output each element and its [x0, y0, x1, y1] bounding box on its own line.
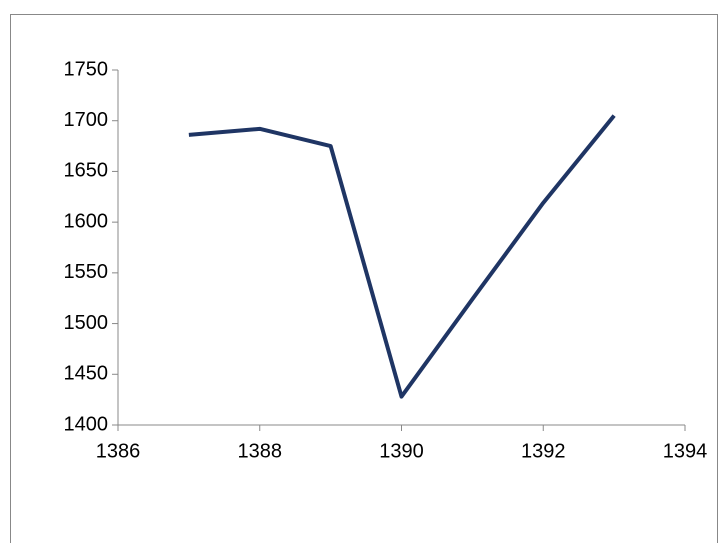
y-tick-label: 1750	[64, 58, 109, 80]
chart-border	[11, 15, 718, 543]
y-tick-label: 1650	[64, 160, 109, 182]
y-tick-label: 1400	[64, 413, 109, 435]
y-tick-label: 1700	[64, 109, 109, 131]
x-tick-label: 1386	[96, 440, 141, 462]
chart: 1400 1450 1500 1550 1600 1650 1700 1750 1386 1388…	[0, 0, 724, 543]
y-tick-label: 1500	[64, 312, 109, 334]
y-tick-label: 1550	[64, 261, 109, 283]
x-tick-label: 1390	[379, 440, 424, 462]
x-tick-label: 1388	[238, 440, 283, 462]
x-tick-label: 1392	[521, 440, 566, 462]
y-tick-label: 1600	[64, 210, 109, 232]
x-tick-label: 1394	[663, 440, 708, 462]
y-tick-label: 1450	[64, 363, 109, 385]
